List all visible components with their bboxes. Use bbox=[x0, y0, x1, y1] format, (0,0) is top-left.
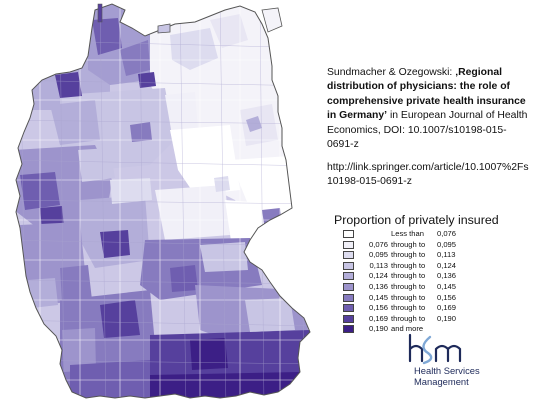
legend-low: 0,113 bbox=[369, 260, 388, 270]
legend-mid: through to bbox=[391, 281, 426, 291]
hsm-logo bbox=[408, 333, 462, 365]
legend-high: 0,113 bbox=[437, 250, 456, 260]
legend-high: 0,156 bbox=[437, 292, 457, 302]
logo-line-2: Management bbox=[414, 376, 469, 387]
region-alps bbox=[150, 372, 300, 398]
logo-text: Health Services Management bbox=[414, 365, 480, 387]
logo-line-1: Health Services bbox=[414, 365, 480, 376]
island-ruegen bbox=[261, 7, 283, 33]
region-munich bbox=[190, 338, 228, 370]
region-thuringia bbox=[155, 185, 230, 240]
region-berlin bbox=[246, 116, 262, 132]
legend-row: 0,156 through to 0,169 bbox=[343, 303, 533, 314]
hsm-logo-swoosh bbox=[422, 335, 433, 365]
region-nrw-east bbox=[78, 148, 115, 182]
legend-high: 0,145 bbox=[437, 281, 457, 291]
legend-high: 0,136 bbox=[437, 271, 457, 281]
region-mv-mid bbox=[170, 28, 218, 70]
region-hanover bbox=[130, 122, 152, 142]
legend-swatch bbox=[343, 325, 354, 334]
district-boundaries-minor bbox=[16, 4, 310, 398]
legend-low: 0,156 bbox=[368, 303, 388, 313]
legend-swatch bbox=[343, 314, 354, 323]
region-franconia-light bbox=[200, 242, 248, 272]
legend-mid: through to bbox=[391, 260, 426, 270]
legend-swatch bbox=[343, 261, 354, 270]
legend-row: 0,169 through to 0,190 bbox=[343, 314, 533, 325]
legend-mid: through to bbox=[391, 303, 426, 313]
legend-low: 0,136 bbox=[368, 281, 388, 291]
region-sh-west bbox=[92, 18, 122, 55]
legend-swatch bbox=[343, 304, 354, 313]
legend: Less than 0,076 0,076 through to 0,095 0,09… bbox=[343, 229, 533, 335]
legend-swatch bbox=[343, 240, 354, 249]
region-leipzig bbox=[214, 176, 230, 192]
region-saarland bbox=[28, 278, 58, 308]
region-rostock bbox=[210, 14, 248, 48]
legend-mid: through to bbox=[391, 271, 426, 281]
region-hamburg bbox=[138, 72, 156, 88]
legend-swatch bbox=[343, 282, 354, 291]
legend-low: 0,095 bbox=[368, 250, 388, 260]
region-bw-south bbox=[70, 360, 152, 398]
district-boundaries bbox=[16, 4, 310, 398]
legend-high: 0,190 bbox=[437, 313, 457, 323]
region-lower-bavaria bbox=[245, 298, 295, 332]
legend-low: 0,190 bbox=[368, 324, 388, 334]
legend-high: 0,076 bbox=[437, 229, 457, 238]
legend-low: 0,076 bbox=[368, 239, 388, 249]
legend-row: 0,124 through to 0,136 bbox=[343, 271, 533, 282]
region-ls-west bbox=[50, 100, 100, 145]
legend-low: 0,169 bbox=[368, 313, 388, 323]
legend-row: 0,190 and more bbox=[343, 324, 533, 335]
legend-row: 0,113 through to 0,124 bbox=[343, 261, 533, 272]
legend-mid: through to bbox=[391, 292, 426, 302]
citation-title: ‚Regional distribution of physicians: th… bbox=[327, 67, 526, 122]
legend-row: Less than 0,076 bbox=[343, 229, 533, 240]
legend-mid: through to bbox=[391, 250, 426, 260]
legend-mid: through to bbox=[391, 313, 426, 323]
region-hesse-north bbox=[110, 178, 152, 204]
hsm-logo-h bbox=[408, 333, 424, 363]
citation-authors: Sundmacher & Ozegowski: bbox=[327, 67, 456, 78]
region-brandenburg-south bbox=[230, 156, 292, 214]
legend-swatch bbox=[343, 230, 354, 238]
legend-mid: and more bbox=[391, 324, 424, 334]
legend-row: 0,095 through to 0,113 bbox=[343, 250, 533, 261]
island-fehmarn bbox=[157, 23, 171, 34]
legend-high: 0,124 bbox=[437, 260, 457, 270]
island-sylt bbox=[97, 3, 103, 23]
legend-title: Proportion of privately insured bbox=[334, 213, 499, 227]
citation-text: Sundmacher & Ozegowski: ‚Regional distri… bbox=[327, 66, 532, 152]
legend-mid: Less than bbox=[391, 229, 424, 238]
legend-row: 0,076 through to 0,095 bbox=[343, 240, 533, 251]
legend-row: 0,136 through to 0,145 bbox=[343, 282, 533, 293]
region-frankfurt bbox=[100, 230, 130, 258]
legend-swatch bbox=[343, 251, 354, 260]
region-ls-dark bbox=[55, 72, 82, 98]
legend-row: 0,145 through to 0,156 bbox=[343, 293, 533, 304]
hsm-logo-m bbox=[434, 344, 462, 363]
citation-journal: in European Journal of Health Economics,… bbox=[327, 110, 528, 151]
legend-mid: through to bbox=[391, 239, 426, 249]
region-sh-east bbox=[120, 40, 150, 76]
legend-swatch bbox=[343, 272, 354, 281]
germany-choropleth-map bbox=[15, 3, 311, 399]
region-palatinate bbox=[60, 265, 92, 302]
legend-high: 0,095 bbox=[437, 239, 457, 249]
article-url[interactable]: http://link.springer.com/article/10.1007… bbox=[327, 162, 529, 188]
legend-low: 0,124 bbox=[368, 271, 388, 281]
legend-swatch bbox=[343, 293, 354, 302]
legend-high: 0,169 bbox=[437, 303, 457, 313]
legend-low: 0,145 bbox=[368, 292, 388, 302]
